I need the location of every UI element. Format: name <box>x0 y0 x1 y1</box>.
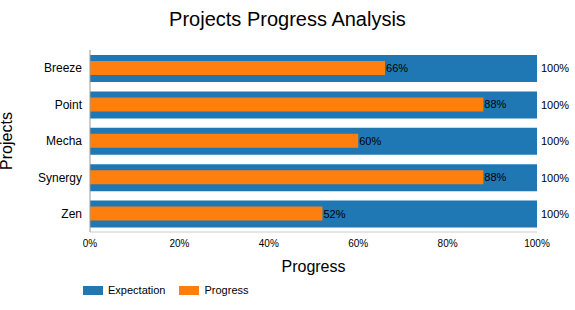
svg-text:0%: 0% <box>83 238 98 249</box>
svg-text:Projects: Projects <box>8 112 15 170</box>
svg-text:80%: 80% <box>438 238 458 249</box>
svg-text:100%: 100% <box>524 238 550 249</box>
svg-text:100%: 100% <box>541 99 567 111</box>
svg-text:Zen: Zen <box>61 207 82 221</box>
html-text:Progress: Progress <box>204 284 249 296</box>
svg-text:40%: 40% <box>259 238 279 249</box>
svg-text:Progress: Progress <box>281 258 345 275</box>
svg-text:60%: 60% <box>348 238 368 249</box>
svg-text:100%: 100% <box>541 208 567 220</box>
svg-text:100%: 100% <box>541 135 567 147</box>
svg-text:60%: 60% <box>359 135 381 147</box>
svg-text:Point: Point <box>55 98 83 112</box>
svg-text:Breeze: Breeze <box>44 61 82 75</box>
svg-text:52%: 52% <box>323 208 345 220</box>
svg-text:100%: 100% <box>541 172 567 184</box>
svg-text:Mecha: Mecha <box>46 134 82 148</box>
svg-text:100%: 100% <box>541 62 567 74</box>
svg-text:20%: 20% <box>169 238 189 249</box>
svg-text:88%: 88% <box>484 171 506 183</box>
svg-text:Synergy: Synergy <box>38 171 82 185</box>
svg-text:88%: 88% <box>484 98 506 110</box>
html-text:Projects Progress Analysis: Projects Progress Analysis <box>169 8 406 30</box>
html-text:Expectation: Expectation <box>108 284 166 296</box>
svg-text:66%: 66% <box>386 62 408 74</box>
